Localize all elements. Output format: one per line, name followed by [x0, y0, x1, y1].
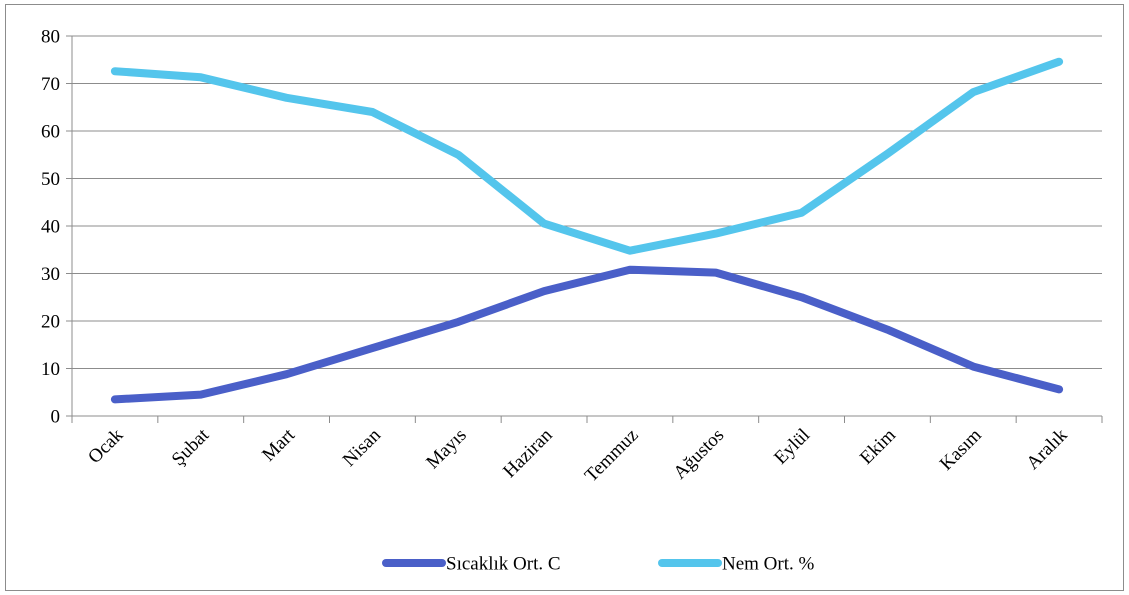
x-tick-label: Kasım: [936, 425, 986, 475]
series-line-1: [110, 265, 1064, 404]
x-tick-label: Ağustos: [669, 425, 728, 484]
x-tick-label: Mart: [258, 424, 299, 465]
x-tick-label: Ekim: [856, 425, 900, 469]
legend: Sıcaklık Ort. C Nem Ort. %: [382, 554, 815, 575]
y-tick-label: 40: [41, 217, 60, 238]
y-tick-label: 20: [41, 312, 60, 333]
x-tick-label: Ocak: [84, 424, 128, 468]
x-tick-label: Mayıs: [422, 425, 470, 473]
gridlines: [72, 35, 1102, 369]
y-tick-label: 80: [41, 27, 60, 48]
y-tick-label: 30: [41, 264, 60, 285]
x-tick-label: Temmuz: [581, 425, 643, 487]
y-tick-label: 0: [51, 407, 61, 428]
legend-label: Sıcaklık Ort. C: [446, 554, 561, 575]
series-line-2: [110, 57, 1064, 255]
legend-label: Nem Ort. %: [722, 554, 815, 575]
x-tick-label: Eylül: [770, 425, 814, 469]
x-tick-label: Şubat: [168, 424, 214, 470]
x-tick-label: Haziran: [499, 424, 557, 482]
x-tick-label: Nisan: [339, 424, 386, 471]
x-axis: Ocak Şubat Mart Nisan Mayıs Haziran Temmuz Ağus…: [71, 415, 1103, 487]
y-tick-label: 50: [41, 169, 60, 190]
series-lines: [110, 57, 1064, 404]
y-tick-label: 10: [41, 359, 60, 380]
y-tick-label: 70: [41, 74, 60, 95]
chart-frame: [5, 4, 1124, 591]
x-tick-label: Aralık: [1022, 424, 1072, 474]
y-axis: 0 10 20 30 40 50 60 70 80: [41, 27, 73, 428]
y-tick-label: 60: [41, 122, 60, 143]
